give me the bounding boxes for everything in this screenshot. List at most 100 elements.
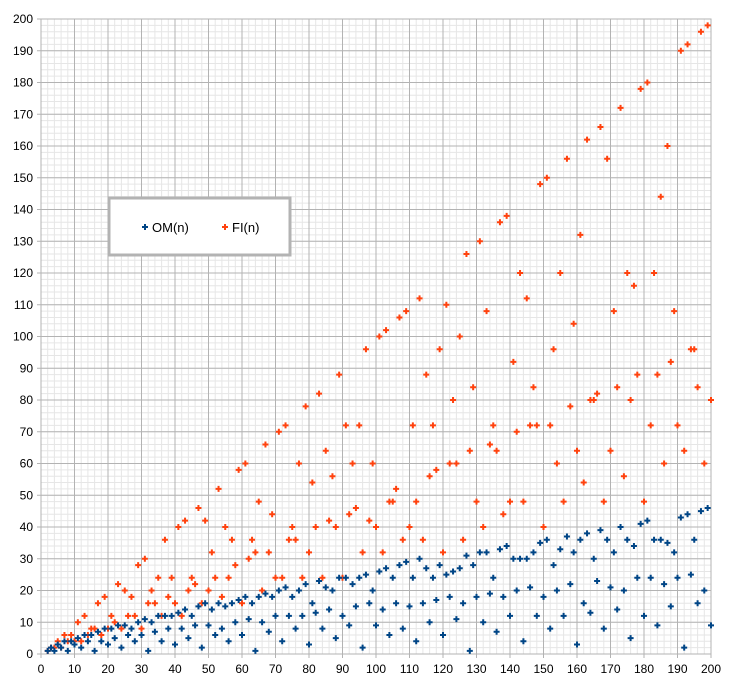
data-point	[289, 593, 296, 600]
data-point	[600, 625, 607, 632]
data-point	[570, 320, 577, 327]
x-tick-label: 110	[400, 662, 419, 676]
data-point	[587, 609, 594, 616]
data-point	[630, 282, 637, 289]
data-point	[272, 612, 279, 619]
data-point	[667, 358, 674, 365]
data-point	[135, 619, 142, 626]
data-point	[684, 41, 691, 48]
data-point	[369, 587, 376, 594]
data-point	[610, 308, 617, 315]
data-point	[265, 549, 272, 556]
data-point	[148, 619, 155, 626]
data-point	[510, 358, 517, 365]
data-point	[252, 647, 259, 654]
legend-entry-label: OM(n)	[152, 220, 189, 235]
data-point	[101, 593, 108, 600]
data-point	[590, 397, 597, 403]
data-point	[48, 644, 55, 651]
data-point	[620, 473, 627, 480]
data-point	[74, 635, 81, 642]
data-point	[178, 612, 185, 619]
data-point	[285, 536, 292, 543]
data-point	[701, 460, 708, 467]
y-tick-label: 160	[13, 139, 33, 153]
data-point	[691, 346, 698, 353]
legend-entry-label: FI(n)	[232, 220, 259, 235]
data-point	[91, 625, 98, 632]
data-point	[500, 511, 507, 518]
data-point	[366, 517, 373, 524]
data-point	[493, 628, 500, 635]
data-point	[128, 625, 135, 632]
data-point	[604, 155, 611, 162]
x-tick-label: 90	[336, 662, 350, 676]
data-point	[185, 587, 192, 594]
data-point	[527, 584, 534, 591]
data-point	[299, 612, 306, 619]
data-point	[239, 600, 245, 607]
data-point	[158, 638, 165, 645]
x-tick-label: 160	[567, 662, 587, 676]
data-point	[570, 549, 577, 556]
data-point	[456, 565, 463, 572]
data-point	[356, 574, 363, 581]
data-point	[108, 612, 115, 619]
y-tick-label: 30	[20, 552, 34, 566]
x-tick-label: 100	[366, 662, 386, 676]
data-point	[697, 508, 704, 515]
data-point	[222, 603, 229, 610]
data-point	[202, 600, 209, 607]
data-point	[339, 612, 346, 619]
data-point	[607, 584, 614, 591]
data-point	[373, 524, 379, 530]
data-point	[188, 574, 195, 581]
data-point	[510, 555, 517, 562]
data-point	[131, 638, 138, 645]
data-point	[409, 574, 416, 581]
data-point	[677, 47, 684, 54]
data-point	[620, 587, 627, 594]
x-tick-label: 10	[68, 662, 82, 676]
data-point	[473, 498, 480, 505]
data-point	[661, 581, 668, 588]
y-tick-label: 60	[20, 457, 34, 471]
data-point	[543, 174, 550, 181]
data-point	[694, 384, 701, 391]
data-point	[419, 600, 426, 607]
data-point	[141, 555, 148, 562]
data-point	[476, 238, 483, 245]
data-point	[641, 612, 647, 619]
data-point	[115, 581, 122, 588]
data-point	[383, 327, 390, 334]
data-point	[78, 638, 85, 645]
data-point	[480, 524, 487, 530]
data-point	[125, 612, 132, 619]
data-point	[346, 622, 353, 629]
data-point	[393, 485, 400, 492]
data-point	[319, 574, 326, 581]
x-tick-label: 80	[302, 662, 316, 676]
x-tick-label: 140	[500, 662, 520, 676]
data-point	[269, 593, 276, 600]
data-point	[610, 549, 617, 556]
data-point	[215, 485, 222, 492]
data-point	[661, 460, 668, 467]
data-point	[463, 552, 470, 559]
data-point	[396, 562, 403, 569]
data-point	[530, 549, 537, 556]
data-point	[584, 530, 591, 537]
data-point	[239, 631, 245, 638]
data-point	[285, 612, 292, 619]
data-point	[483, 549, 490, 556]
data-point	[470, 562, 477, 569]
data-point	[590, 555, 597, 562]
data-point	[580, 479, 587, 486]
data-point	[205, 622, 212, 629]
data-point	[78, 644, 85, 651]
data-point	[624, 536, 631, 543]
data-point	[309, 600, 316, 607]
data-point	[81, 612, 88, 619]
y-axis-tick-labels: 0 10 20 30 40 50 60 70 80 90 100 110 120 130 140 150 160…	[13, 12, 33, 661]
data-point	[691, 536, 698, 543]
